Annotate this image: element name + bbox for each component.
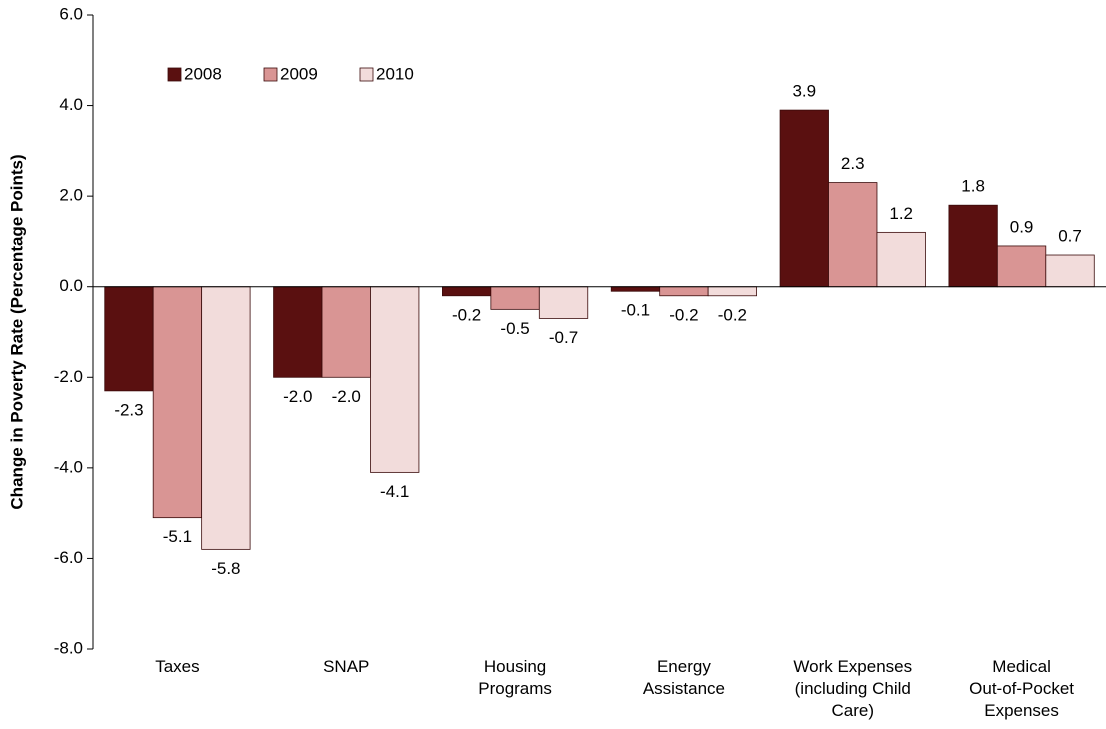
x-tick-label: Housing Programs [478, 657, 552, 698]
x-tick-label: SNAP [323, 657, 369, 676]
y-tick-label: -6.0 [54, 548, 83, 567]
y-tick-label: 2.0 [59, 186, 83, 205]
data-label: 0.9 [1010, 217, 1034, 236]
data-label: 3.9 [792, 82, 816, 101]
bar [152, 286, 203, 519]
data-label: -0.2 [718, 305, 747, 324]
legend-label: 2009 [280, 64, 318, 83]
bar [996, 245, 1047, 288]
bar [779, 109, 829, 288]
bar [948, 204, 998, 288]
data-label: -0.5 [500, 319, 529, 338]
data-label: -4.1 [380, 482, 409, 501]
bar [273, 286, 323, 378]
bar [201, 286, 251, 550]
x-tick-label: Medical Out-of-Pocket Expenses [969, 657, 1074, 720]
y-axis-title: Change in Poverty Rate (Percentage Point… [7, 154, 26, 509]
data-label: -2.0 [332, 387, 361, 406]
data-label: -0.1 [621, 301, 650, 320]
bar [1045, 254, 1095, 288]
bar [321, 286, 371, 378]
data-label: -5.8 [211, 559, 240, 578]
bar [659, 286, 709, 297]
legend-label: 2010 [376, 64, 414, 83]
data-label: -2.0 [283, 387, 312, 406]
data-label: 1.2 [889, 204, 913, 223]
data-label: -0.2 [669, 305, 698, 324]
x-tick-label: Work Expenses (including Child Care) [793, 657, 912, 720]
bar [610, 286, 661, 292]
bar [104, 286, 154, 392]
bar [707, 286, 757, 297]
data-label: -2.3 [114, 400, 143, 419]
y-tick-label: -2.0 [54, 367, 83, 386]
data-label: -5.1 [163, 527, 192, 546]
data-label: -0.7 [549, 328, 578, 347]
x-tick-label: Taxes [155, 657, 199, 676]
bar [828, 182, 878, 288]
legend-swatch [167, 67, 182, 82]
legend-swatch [263, 67, 278, 82]
bar [876, 231, 926, 288]
legend-label: 2008 [184, 64, 222, 83]
y-tick-label: -4.0 [54, 457, 83, 476]
bar [490, 286, 540, 310]
data-label: 2.3 [841, 154, 865, 173]
bar [538, 286, 589, 319]
legend-swatch [359, 67, 374, 82]
x-tick-label: Energy Assistance [643, 657, 725, 698]
data-label: 0.7 [1058, 226, 1082, 245]
data-label: -0.2 [452, 305, 481, 324]
bar [370, 286, 420, 473]
y-tick-label: -8.0 [54, 638, 83, 657]
data-label: 1.8 [961, 177, 985, 196]
y-tick-label: 0.0 [59, 276, 83, 295]
bar [442, 286, 492, 297]
y-tick-label: 4.0 [59, 95, 83, 114]
y-tick-label: 6.0 [59, 4, 83, 23]
